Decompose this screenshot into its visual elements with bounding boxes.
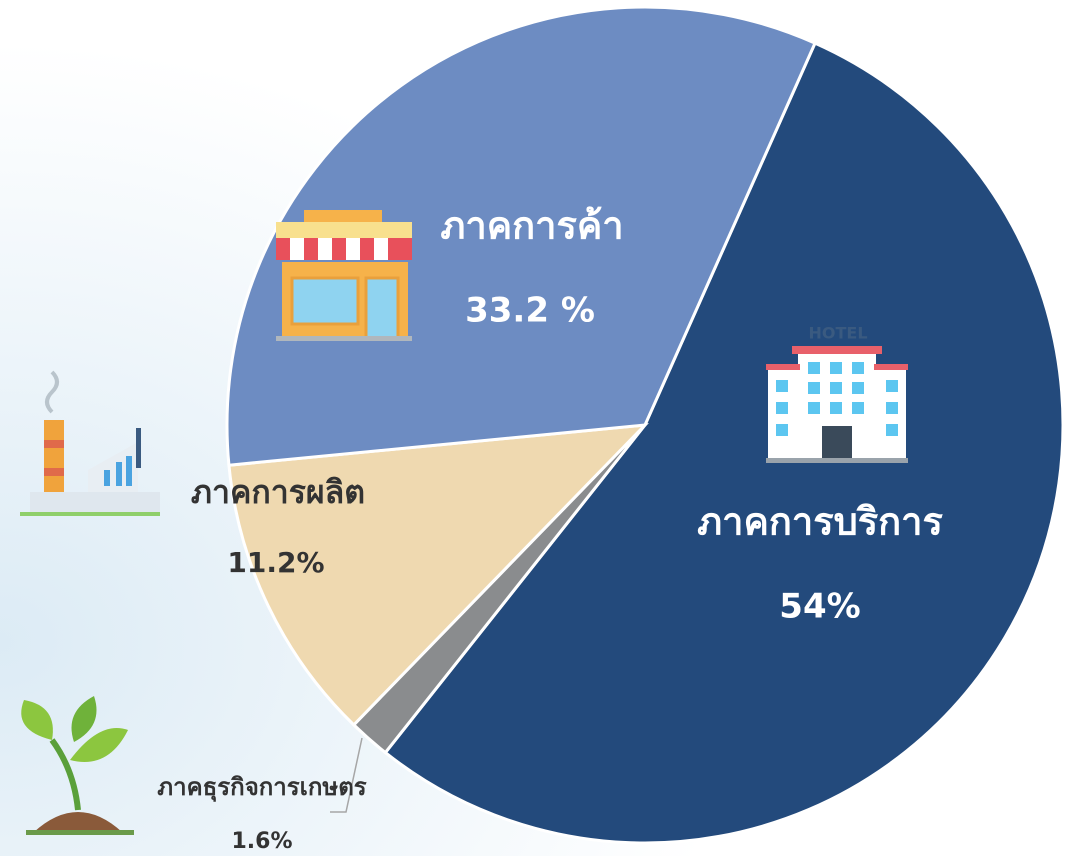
- value-label: 33.2 %: [465, 291, 595, 331]
- svg-text:HOTEL: HOTEL: [808, 324, 867, 343]
- leader-line: [330, 737, 363, 813]
- pie-slice: [227, 423, 649, 727]
- factory-icon: [20, 370, 160, 516]
- pie: [225, 5, 1065, 845]
- pie-slice: [383, 41, 1065, 845]
- pie-slice: [225, 5, 817, 467]
- category-label: ภาคการบริการ: [697, 500, 943, 544]
- value-label: 11.2%: [227, 546, 324, 579]
- category-label: ภาคการค้า: [440, 204, 623, 248]
- category-label: ภาคธุรกิจการเกษตร: [157, 773, 367, 803]
- plant-icon: [21, 696, 134, 835]
- shop-icon: [276, 210, 412, 341]
- value-label: 1.6%: [231, 829, 292, 854]
- category-label: ภาคการผลิต: [191, 473, 365, 511]
- value-label: 54%: [779, 587, 860, 627]
- hotel-icon: HOTEL: [766, 324, 908, 463]
